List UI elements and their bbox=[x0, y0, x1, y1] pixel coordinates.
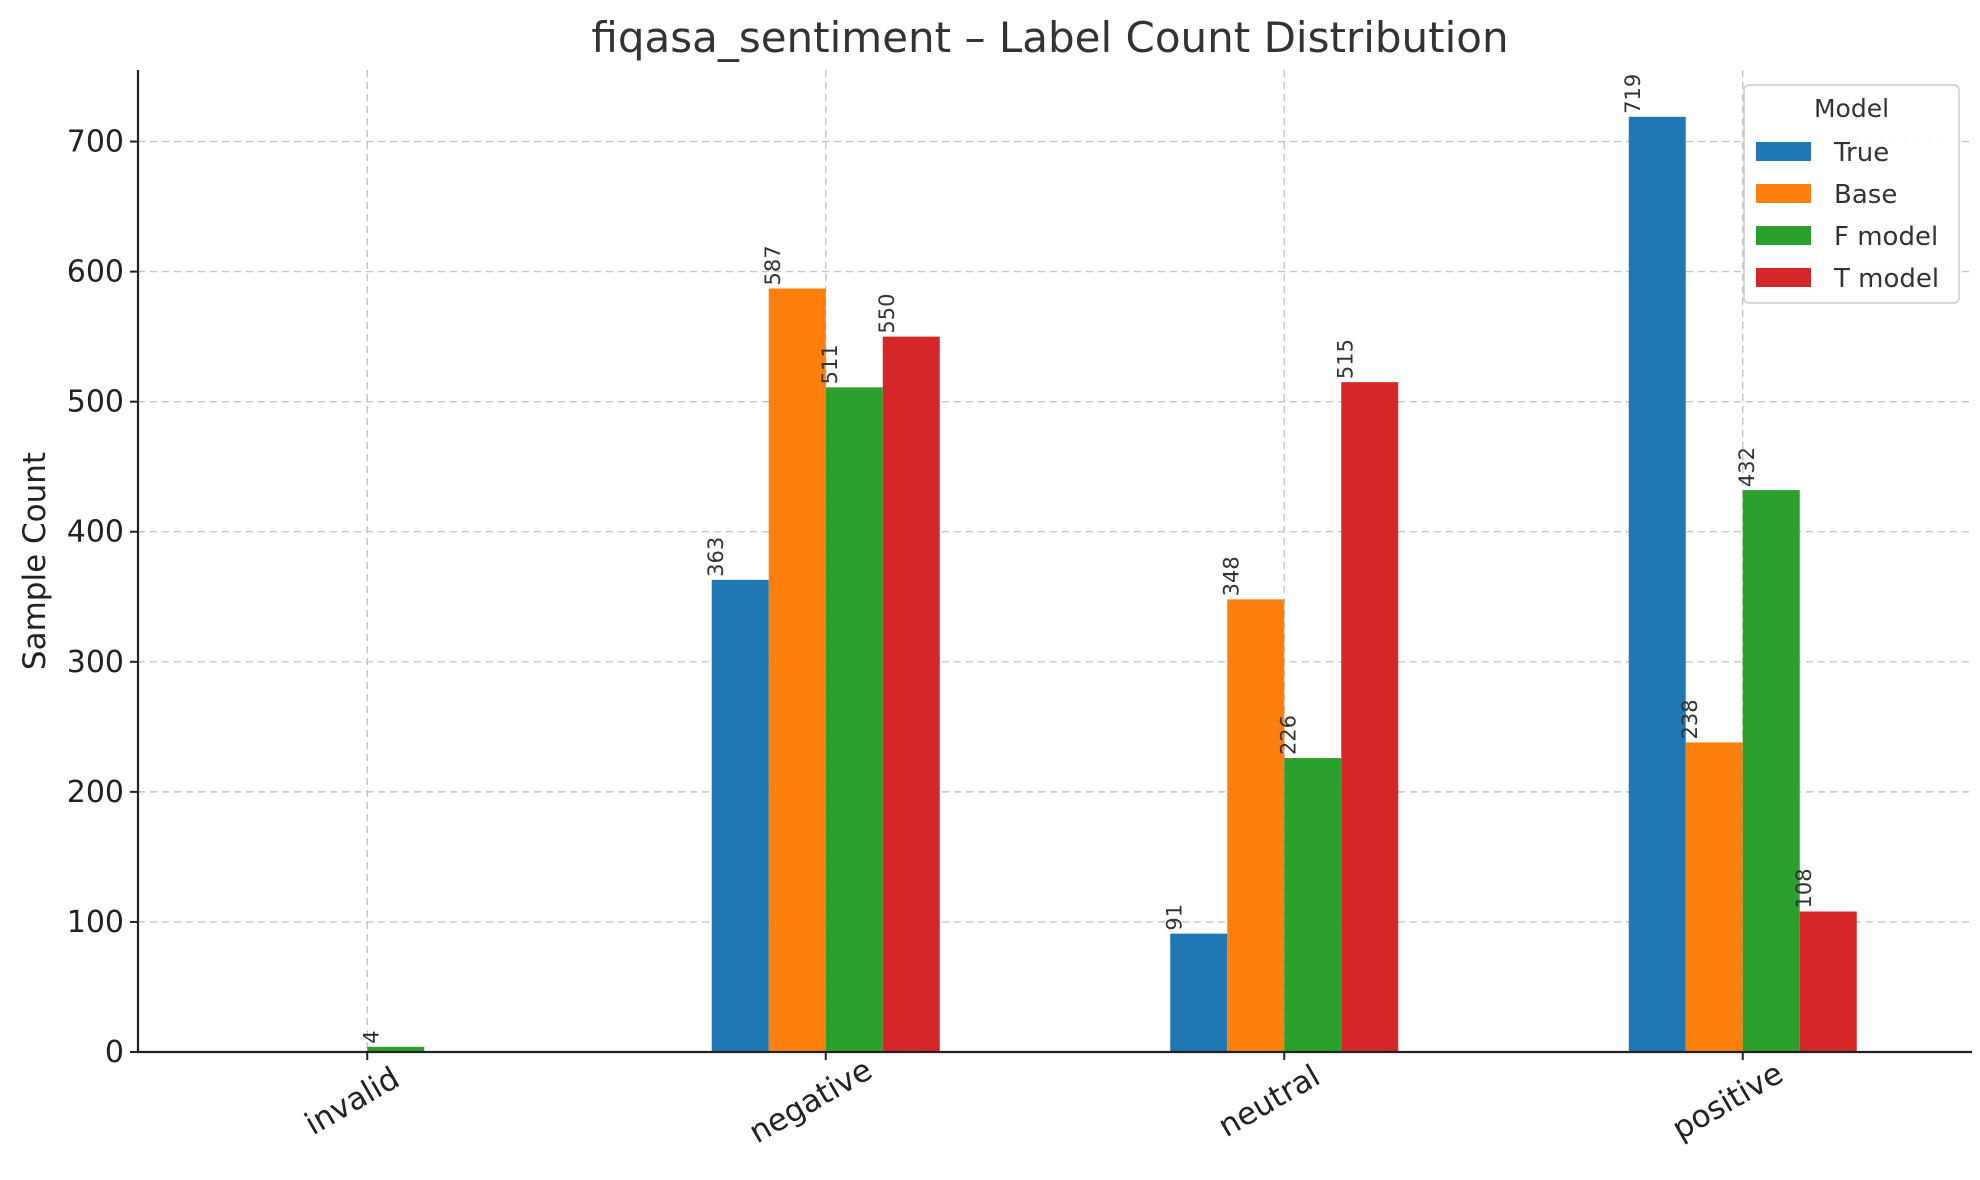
value-label: 587 bbox=[761, 245, 785, 285]
bar bbox=[1685, 742, 1743, 1052]
value-label: 91 bbox=[1162, 904, 1186, 931]
y-tick-label: 400 bbox=[67, 515, 124, 550]
legend: Model True Base F model T model bbox=[1743, 84, 1960, 304]
value-label: 432 bbox=[1735, 447, 1759, 487]
x-tick-label: invalid bbox=[299, 1060, 406, 1142]
x-tick-label: positive bbox=[1666, 1055, 1789, 1147]
bar bbox=[768, 288, 826, 1053]
y-tick-label: 100 bbox=[67, 905, 124, 940]
legend-box bbox=[1743, 84, 1960, 304]
bar bbox=[825, 387, 883, 1053]
y-tick-label: 0 bbox=[105, 1035, 124, 1070]
bar bbox=[1284, 758, 1342, 1052]
x-tick-label: neutral bbox=[1212, 1058, 1326, 1145]
bar bbox=[882, 336, 940, 1053]
bar bbox=[367, 1046, 425, 1052]
value-label: 108 bbox=[1792, 868, 1816, 908]
grid-lines bbox=[138, 70, 1972, 1052]
y-axis-label: Sample Count bbox=[17, 452, 53, 670]
value-label: 348 bbox=[1219, 556, 1243, 596]
legend-label: F model bbox=[1834, 222, 1938, 252]
bar bbox=[1799, 911, 1857, 1052]
chart-title: fiqasa_sentiment – Label Count Distribut… bbox=[591, 13, 1508, 62]
legend-swatch bbox=[1756, 184, 1811, 203]
legend-swatch bbox=[1756, 226, 1811, 245]
y-tick-label: 300 bbox=[67, 645, 124, 680]
bar bbox=[1227, 599, 1285, 1052]
legend-label: True bbox=[1833, 138, 1889, 168]
value-label: 515 bbox=[1333, 339, 1357, 379]
value-label: 238 bbox=[1678, 699, 1702, 739]
bar bbox=[711, 579, 769, 1052]
y-tick-label: 700 bbox=[67, 125, 124, 160]
y-tick-label: 500 bbox=[67, 385, 124, 420]
y-tick-label: 600 bbox=[67, 255, 124, 290]
value-label: 363 bbox=[704, 537, 728, 577]
bar bbox=[1341, 382, 1399, 1052]
bar bbox=[1742, 490, 1800, 1053]
bar bbox=[1170, 933, 1228, 1052]
y-tick-label: 200 bbox=[67, 775, 124, 810]
value-label: 719 bbox=[1621, 74, 1645, 114]
legend-swatch bbox=[1756, 268, 1811, 287]
value-label: 511 bbox=[818, 344, 842, 384]
value-label: 550 bbox=[875, 294, 899, 334]
bars bbox=[367, 116, 1857, 1053]
x-tick-label: negative bbox=[743, 1052, 878, 1151]
value-labels: 363 91 719 587 348 238 4 511 226 432 550 515 108 bbox=[359, 74, 1816, 1044]
legend-label: T model bbox=[1833, 264, 1939, 294]
legend-swatch bbox=[1756, 142, 1811, 161]
legend-label: Base bbox=[1834, 180, 1897, 210]
value-label: 4 bbox=[359, 1030, 383, 1043]
bar bbox=[1628, 116, 1686, 1052]
value-label: 226 bbox=[1276, 715, 1300, 755]
legend-title: Model bbox=[1814, 94, 1889, 123]
